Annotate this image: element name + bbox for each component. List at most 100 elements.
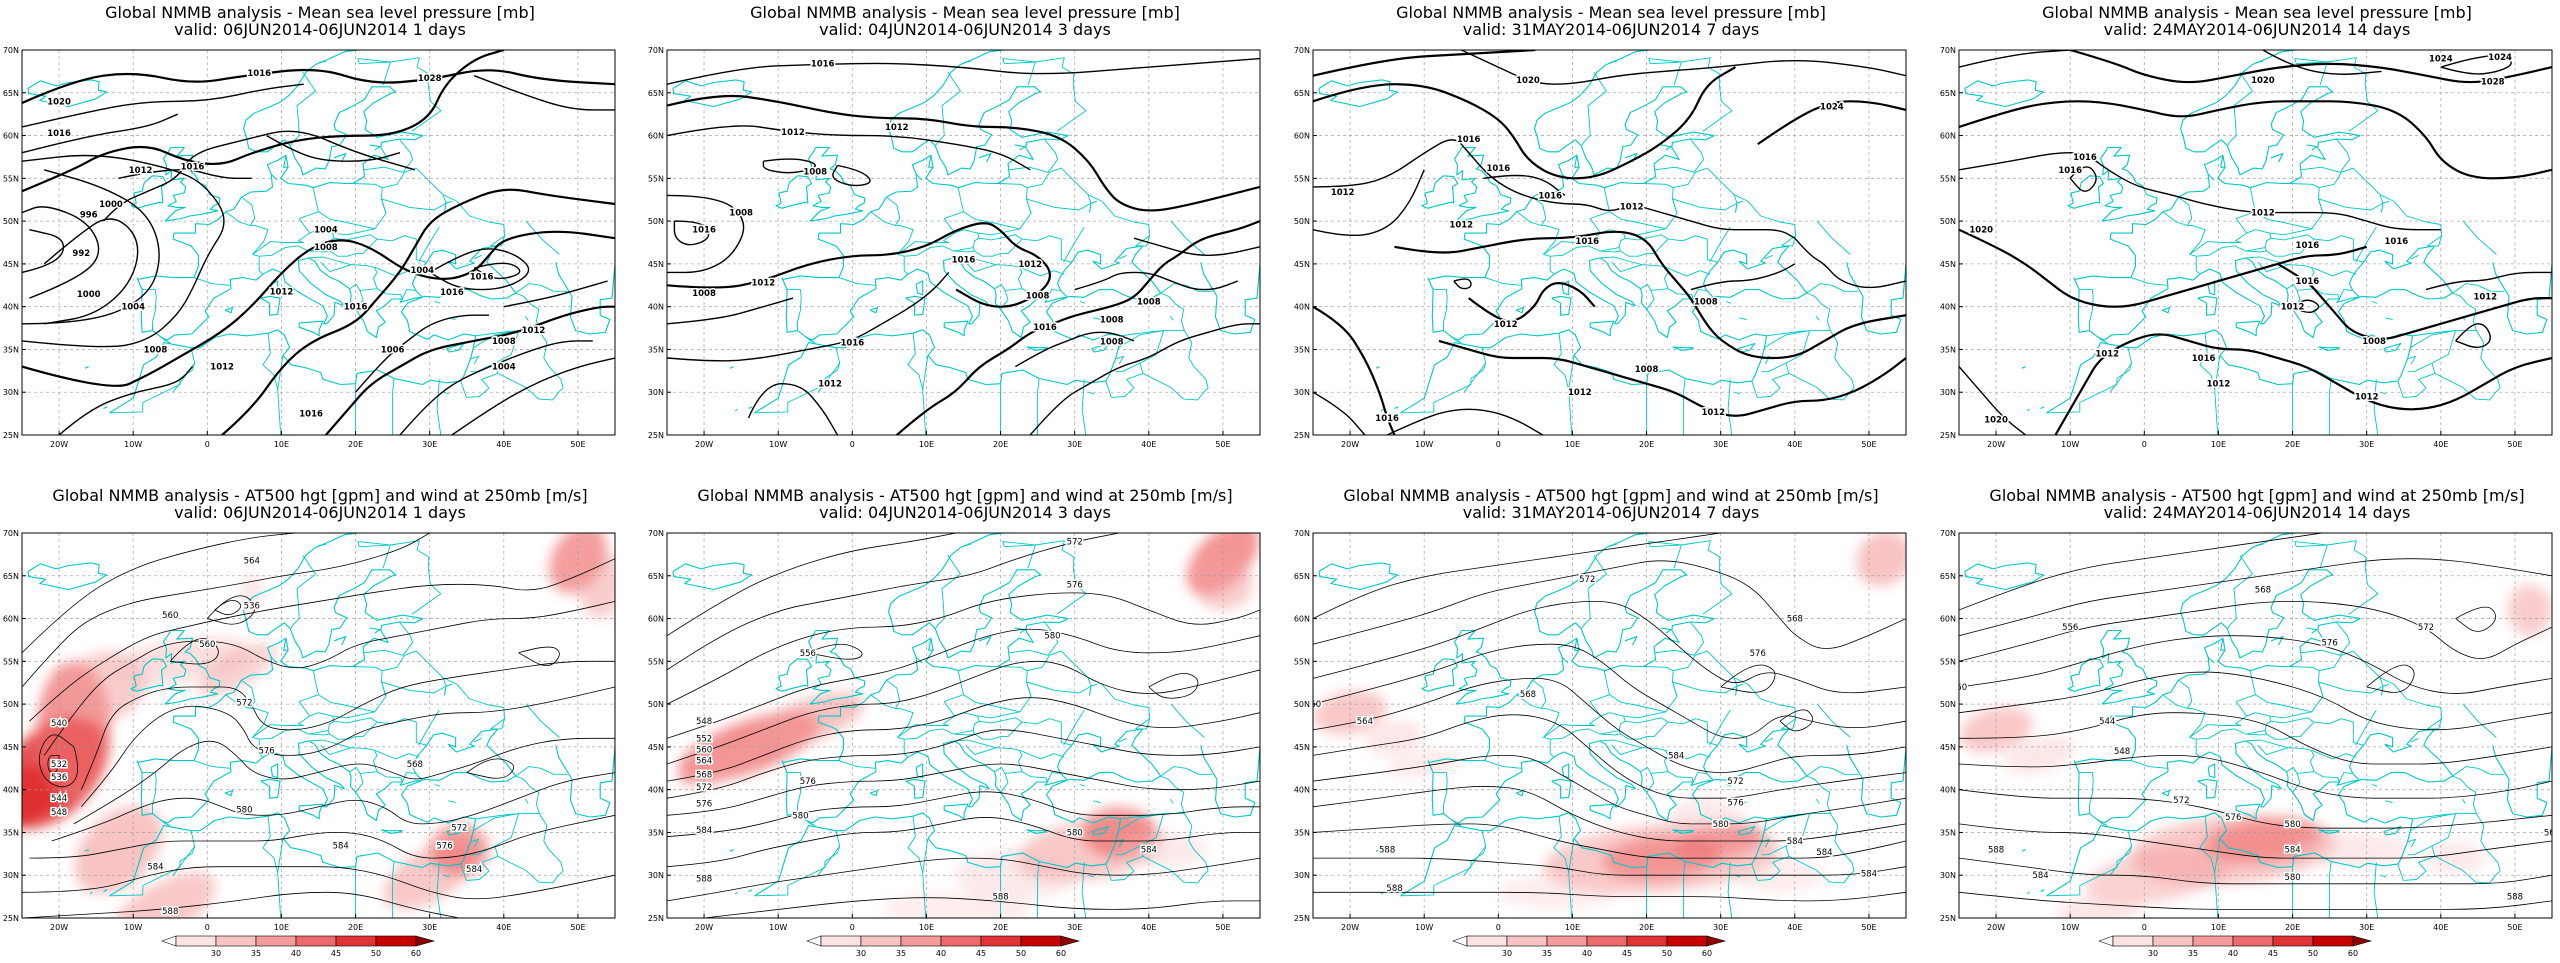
- country-border: [515, 283, 568, 294]
- height-contour: [43, 601, 615, 756]
- country-border: [2314, 235, 2364, 263]
- longitude-label: 20E: [1639, 923, 1654, 932]
- coastline: [754, 728, 1162, 897]
- country-border: [2313, 288, 2340, 300]
- river: [1063, 709, 1085, 746]
- river: [434, 301, 441, 304]
- coastline: [930, 638, 934, 651]
- contour-label: 1016: [299, 410, 323, 420]
- latitude-label: 35N: [3, 828, 19, 837]
- contour-label: 1008: [1100, 338, 1124, 348]
- contour-label: 588: [1386, 884, 1402, 894]
- latitude-label: 35N: [3, 345, 19, 354]
- country-border: [1000, 773, 1009, 793]
- coastline: [1429, 275, 1485, 280]
- colorbar-tick-label: 35: [2188, 949, 2198, 958]
- country-border: [2245, 733, 2267, 736]
- coastline: [1609, 60, 1618, 64]
- colorbar-tick-label: 30: [211, 949, 221, 958]
- coastline: [2306, 627, 2318, 634]
- isobar: [1631, 203, 1796, 239]
- coastline: [978, 152, 992, 163]
- contour-label: 560: [1951, 683, 1967, 693]
- longitude-label: 30E: [1713, 923, 1728, 932]
- latitude-label: 50N: [648, 217, 664, 226]
- coastline: [1964, 562, 2045, 591]
- longitude-label: 20E: [2285, 923, 2300, 932]
- country-border: [1667, 288, 1694, 300]
- colorbar-tick-label: 60: [411, 949, 421, 958]
- longitude-label: 50E: [1861, 440, 1876, 449]
- contour-label: 1012: [2473, 292, 2497, 302]
- country-border: [392, 378, 395, 435]
- longitude-label: 30E: [1713, 440, 1728, 449]
- country-border: [357, 541, 391, 569]
- latitude-label: 45N: [648, 743, 664, 752]
- contour-label: 572: [1579, 575, 1595, 585]
- country-border: [490, 718, 505, 730]
- colorbar-tick-label: 60: [2348, 949, 2358, 958]
- country-border: [2226, 554, 2253, 630]
- height-contour: [29, 814, 615, 859]
- contour-label: 532: [51, 760, 67, 770]
- colorbar-tick-label: 30: [856, 949, 866, 958]
- country-border: [359, 540, 442, 615]
- longitude-label: 10E: [274, 923, 289, 932]
- contour-label: 1024: [1820, 102, 1844, 112]
- country-border: [1692, 772, 1706, 783]
- contour-label: 564: [696, 757, 712, 767]
- coastline: [2383, 342, 2402, 353]
- country-border: [359, 57, 442, 132]
- country-border: [2255, 183, 2324, 230]
- colorbar-segment: [255, 935, 297, 947]
- country-border: [1115, 355, 1125, 365]
- country-border: [1021, 288, 1048, 300]
- country-border: [308, 250, 330, 253]
- colorbar-tick-label: 40: [291, 949, 301, 958]
- contour-label: 576: [800, 777, 816, 787]
- coastline: [84, 849, 89, 852]
- country-border: [1788, 330, 1855, 401]
- height-contour: [667, 763, 1260, 816]
- river: [1088, 874, 1095, 878]
- latitude-label: 65N: [3, 89, 19, 98]
- coastline: [1561, 763, 1570, 779]
- longitude-label: 10E: [2211, 923, 2226, 932]
- longitude-label: 20E: [993, 923, 1008, 932]
- latitude-label: 65N: [648, 572, 664, 581]
- coastline: [1515, 306, 1525, 314]
- isobar: [503, 280, 608, 308]
- coastline: [1576, 638, 1580, 651]
- latitude-label: 45N: [1940, 743, 1956, 752]
- country-border: [497, 813, 564, 884]
- height-contour: [29, 558, 615, 722]
- country-border: [2292, 773, 2301, 793]
- height-contour: [1148, 672, 1199, 699]
- colorbar-tick-label: 60: [1056, 949, 1066, 958]
- contour-label: 560: [162, 611, 178, 621]
- country-border: [376, 288, 403, 300]
- country-border: [381, 194, 506, 247]
- longitude-label: 40E: [2433, 440, 2448, 449]
- country-border: [977, 228, 1020, 236]
- country-border: [1673, 650, 1735, 678]
- country-border: [897, 712, 980, 740]
- country-border: [1008, 621, 1059, 656]
- mslp-map-panel-3: Global NMMB analysis - Mean sea level pr…: [1291, 0, 1931, 480]
- caspian-coast: [555, 262, 615, 335]
- country-border: [1650, 540, 1733, 615]
- longitude-label: 50E: [1215, 923, 1230, 932]
- contour-label: 1016: [247, 69, 271, 79]
- coastline: [2046, 245, 2454, 414]
- river: [2462, 220, 2497, 255]
- river: [2371, 301, 2378, 304]
- country-border: [1046, 772, 1060, 783]
- contour-label: 576: [436, 841, 452, 851]
- country-border: [1142, 813, 1209, 884]
- coastline: [1964, 79, 2045, 108]
- country-border: [1806, 283, 1859, 294]
- country-border: [1692, 289, 1706, 300]
- coastline: [2067, 658, 2105, 692]
- coastline: [318, 543, 327, 547]
- country-border: [2079, 772, 2094, 814]
